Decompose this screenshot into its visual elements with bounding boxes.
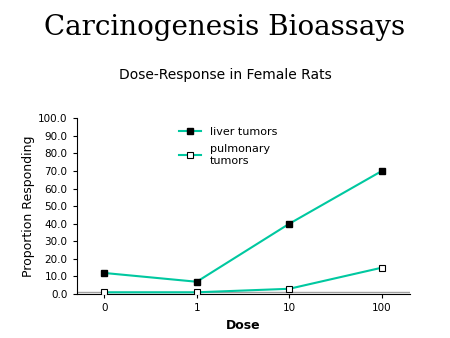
X-axis label: Dose: Dose [226,319,260,332]
Y-axis label: Proportion Responding: Proportion Responding [22,136,35,277]
Text: Dose-Response in Female Rats: Dose-Response in Female Rats [119,68,331,81]
Text: Carcinogenesis Bioassays: Carcinogenesis Bioassays [45,14,405,41]
Legend: liver tumors, pulmonary
tumors: liver tumors, pulmonary tumors [176,124,280,169]
